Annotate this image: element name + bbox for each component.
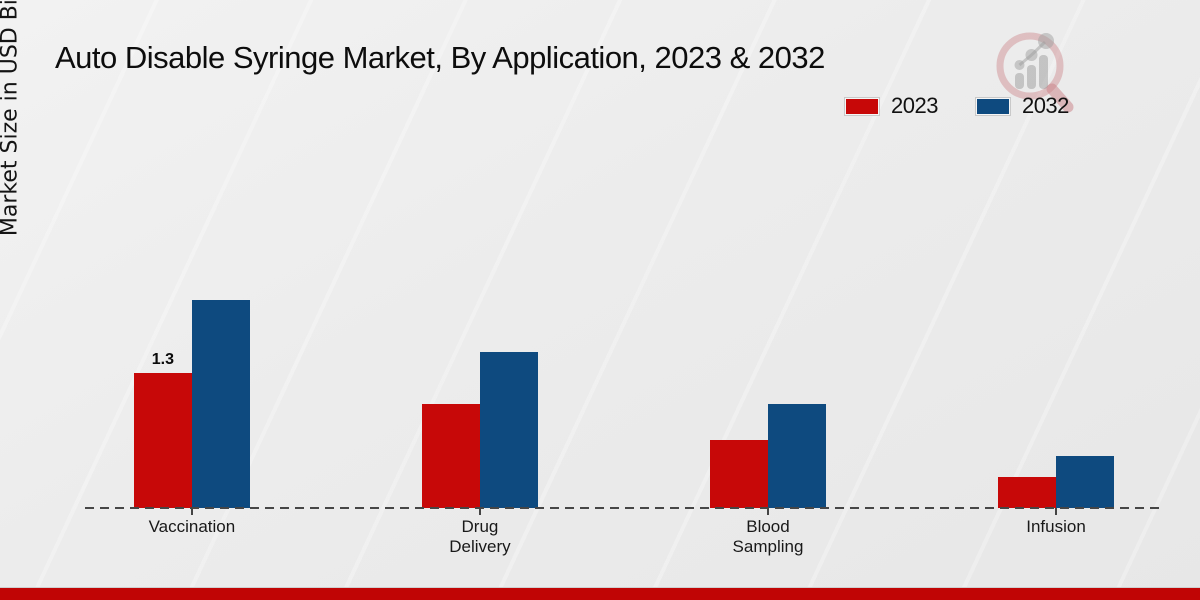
category-group-drug: Drug Delivery <box>421 268 538 556</box>
axis-tick-drug <box>478 508 481 515</box>
x-axis-baseline <box>85 507 1165 509</box>
legend: 2023 2032 <box>844 93 1069 119</box>
axis-tick-infusion <box>1055 508 1058 515</box>
category-label-vaccination: Vaccination <box>148 517 236 536</box>
bar-2023-drug <box>421 404 480 508</box>
category-group-vaccination: 1.3 Vaccination <box>133 268 250 536</box>
legend-item-2032: 2032 <box>974 93 1069 119</box>
category-label-infusion: Infusion <box>1026 517 1086 536</box>
bar-2032-infusion <box>1056 456 1115 508</box>
legend-swatch-2023 <box>844 96 880 116</box>
plot-area: 1.3 Vaccination Drug Delivery Blood Samplin… <box>85 268 1165 556</box>
bar-2032-vaccination <box>191 300 250 508</box>
legend-label-2023: 2023 <box>891 93 938 118</box>
legend-item-2023: 2023 <box>844 93 938 119</box>
market-research-future-logo-watermark <box>996 32 1074 113</box>
category-label-drug: Drug Delivery <box>449 517 511 557</box>
category-group-infusion: Infusion <box>998 268 1115 536</box>
chart-title: Auto Disable Syringe Market, By Applicat… <box>55 40 825 75</box>
axis-tick-blood <box>766 508 769 515</box>
bar-value-label-2023-vaccination: 1.3 <box>151 351 175 368</box>
bar-2023-infusion <box>998 477 1057 508</box>
axis-tick-vaccination <box>190 508 193 515</box>
y-axis-label: Market Size in USD Billion <box>0 0 23 237</box>
category-group-blood: Blood Sampling <box>709 268 826 556</box>
bar-2032-blood <box>767 404 826 508</box>
legend-label-2032: 2032 <box>1021 93 1069 118</box>
legend-swatch-2032 <box>974 96 1011 116</box>
bar-2023-blood <box>709 440 768 508</box>
footer-stripe <box>0 587 1200 600</box>
bar-2032-drug <box>479 352 538 508</box>
bar-2023-vaccination: 1.3 <box>133 351 192 508</box>
category-label-blood: Blood Sampling <box>732 517 804 557</box>
